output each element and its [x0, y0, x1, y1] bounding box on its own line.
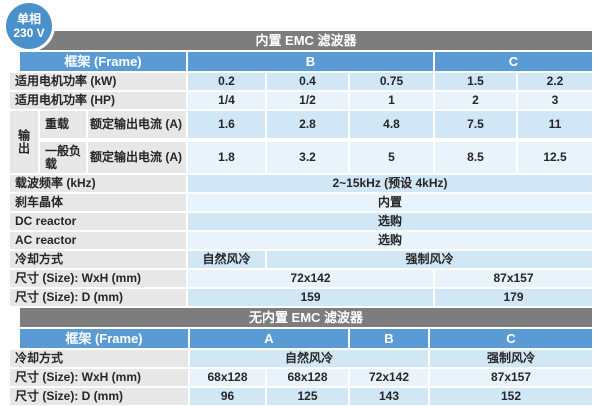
row-label: 刹车晶体 — [10, 194, 186, 211]
table-rows-output-group: 输出 重载 额定输出电流 (A) 1.6 2.8 4.8 7.5 11 一般负载… — [10, 111, 592, 173]
table2-frame-header-label: 框架 (Frame) — [20, 329, 188, 348]
cell-hp-4: 2 — [435, 92, 516, 109]
row-label: AC reactor — [10, 232, 186, 249]
cell-carrier-frequency: 2~15kHz (预设 4kHz) — [188, 175, 592, 192]
cell-heavy-4: 7.5 — [435, 111, 516, 138]
table-row-motor-power-kw: 适用电机功率 (kW) 0.2 0.4 0.75 1.5 2.2 — [10, 73, 592, 90]
cell-brake-chopper: 内置 — [188, 194, 592, 211]
table2-frame-c-header: C — [430, 329, 592, 348]
row-label: 尺寸 (Size): WxH (mm) — [10, 270, 186, 287]
cell-heavy-5: 11 — [518, 111, 592, 138]
cell-cooling-forced: 强制风冷 — [267, 251, 592, 268]
cell-d-1: 96 — [190, 388, 265, 405]
cell-ac-reactor: 选购 — [188, 232, 592, 249]
badge-phase-label: 单相 — [16, 12, 41, 26]
table-row-heavy-duty-current: 重载 额定输出电流 (A) 1.6 2.8 4.8 7.5 11 — [40, 111, 592, 138]
table-row-normal-duty-current: 一般负载 额定输出电流 (A) 1.8 3.2 5 8.5 12.5 — [40, 142, 592, 173]
cell-d-frame-c: 179 — [435, 289, 592, 306]
table-row-ac-reactor: AC reactor 选购 — [10, 232, 592, 249]
row-label: 尺寸 (Size): D (mm) — [10, 388, 188, 405]
cell-wxh-2: 68x128 — [267, 369, 348, 386]
table1-frame-c-header: C — [435, 52, 592, 71]
table2-frame-header-row: 框架 (Frame) A B C — [20, 329, 592, 348]
table2-title: 无内置 EMC 滤波器 — [20, 308, 592, 327]
table1-frame-b-header: B — [188, 52, 433, 71]
cell-d-4: 152 — [430, 388, 592, 405]
cell-hp-1: 1/4 — [188, 92, 265, 109]
cell-wxh-frame-b: 72x142 — [188, 270, 433, 287]
cell-dc-reactor: 选购 — [188, 213, 592, 230]
output-rows: 重载 额定输出电流 (A) 1.6 2.8 4.8 7.5 11 一般负载 额定… — [40, 111, 592, 173]
cell-wxh-3: 72x142 — [350, 369, 428, 386]
cell-normal-5: 12.5 — [518, 142, 592, 173]
row-label: 冷却方式 — [10, 251, 186, 268]
row-label: DC reactor — [10, 213, 186, 230]
cell-heavy-3: 4.8 — [350, 111, 433, 138]
table2-row-size-wxh: 尺寸 (Size): WxH (mm) 68x128 68x128 72x142… — [10, 369, 592, 386]
cell-hp-5: 3 — [518, 92, 592, 109]
table1-title: 内置 EMC 滤波器 — [20, 31, 592, 50]
table2-frame-a-header: A — [190, 329, 348, 348]
table-row-motor-power-hp: 适用电机功率 (HP) 1/4 1/2 1 2 3 — [10, 92, 592, 109]
cell-wxh-frame-c: 87x157 — [435, 270, 592, 287]
phase-voltage-badge: 单相 230 V — [6, 3, 52, 49]
normal-duty-label: 一般负载 — [40, 142, 86, 173]
cell-cooling-forced: 强制风冷 — [430, 350, 592, 367]
table-row-carrier-frequency: 载波频率 (kHz) 2~15kHz (预设 4kHz) — [10, 175, 592, 192]
row-label: 载波频率 (kHz) — [10, 175, 186, 192]
rated-output-current-label: 额定输出电流 (A) — [88, 111, 186, 138]
cell-normal-4: 8.5 — [435, 142, 516, 173]
cell-kw-5: 2.2 — [518, 73, 592, 90]
table-row-size-wxh: 尺寸 (Size): WxH (mm) 72x142 87x157 — [10, 270, 592, 287]
table-row-cooling-method: 冷却方式 自然风冷 强制风冷 — [10, 251, 592, 268]
heavy-duty-label: 重载 — [40, 111, 86, 138]
row-label: 尺寸 (Size): WxH (mm) — [10, 369, 188, 386]
cell-hp-2: 1/2 — [267, 92, 348, 109]
cell-d-frame-b: 159 — [188, 289, 433, 306]
cell-normal-2: 3.2 — [267, 142, 348, 173]
output-group-label: 输出 — [10, 111, 38, 173]
cell-wxh-1: 68x128 — [190, 369, 265, 386]
row-label: 适用电机功率 (kW) — [10, 73, 186, 90]
cell-kw-1: 0.2 — [188, 73, 265, 90]
cell-d-3: 143 — [350, 388, 428, 405]
cell-heavy-2: 2.8 — [267, 111, 348, 138]
spec-tables: 内置 EMC 滤波器 框架 (Frame) B C 适用电机功率 (kW) 0.… — [10, 31, 592, 405]
table2-row-cooling-method: 冷却方式 自然风冷 强制风冷 — [10, 350, 592, 367]
cell-normal-1: 1.8 — [188, 142, 265, 173]
table1-frame-header-row: 框架 (Frame) B C — [20, 52, 592, 71]
cell-kw-4: 1.5 — [435, 73, 516, 90]
badge-voltage-label: 230 V — [13, 26, 45, 40]
table1-frame-header-label: 框架 (Frame) — [20, 52, 186, 71]
cell-heavy-1: 1.6 — [188, 111, 265, 138]
table-row-size-d: 尺寸 (Size): D (mm) 159 179 — [10, 289, 592, 306]
table-row-brake-chopper: 刹车晶体 内置 — [10, 194, 592, 211]
row-label: 冷却方式 — [10, 350, 188, 367]
cell-cooling-natural: 自然风冷 — [190, 350, 428, 367]
cell-kw-3: 0.75 — [350, 73, 433, 90]
row-label: 尺寸 (Size): D (mm) — [10, 289, 186, 306]
cell-kw-2: 0.4 — [267, 73, 348, 90]
cell-wxh-4: 87x157 — [430, 369, 592, 386]
table2-frame-b-header: B — [350, 329, 428, 348]
cell-d-2: 125 — [267, 388, 348, 405]
rated-output-current-label: 额定输出电流 (A) — [88, 142, 186, 173]
row-label: 适用电机功率 (HP) — [10, 92, 186, 109]
cell-hp-3: 1 — [350, 92, 433, 109]
table-row-dc-reactor: DC reactor 选购 — [10, 213, 592, 230]
table2-row-size-d: 尺寸 (Size): D (mm) 96 125 143 152 — [10, 388, 592, 405]
cell-normal-3: 5 — [350, 142, 433, 173]
cell-cooling-natural: 自然风冷 — [188, 251, 265, 268]
